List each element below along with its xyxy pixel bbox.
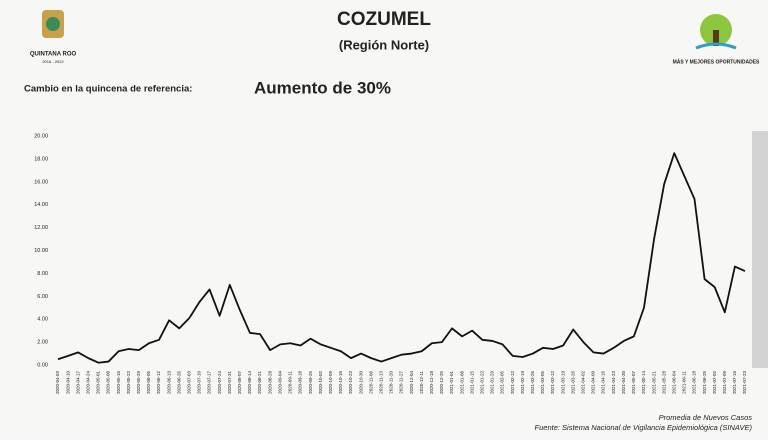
x-tick-label: 2020-08-07 (237, 371, 242, 395)
x-tick-label: 2020-09-18 (298, 371, 303, 395)
x-tick-label: 2020-06-12 (156, 371, 161, 395)
logo-right-text: MÁS Y MEJORES OPORTUNIDADES (673, 58, 760, 65)
x-tick-label: 2021-06-11 (682, 371, 687, 394)
subtitle: (Región Norte) (339, 37, 429, 52)
x-tick-label: 2020-09-04 (277, 371, 282, 395)
x-tick-label: 2020-08-21 (257, 371, 262, 395)
x-tick-label: 2021-07-23 (742, 371, 747, 395)
y-tick-label: 20.00 (34, 133, 48, 139)
x-tick-label: 2020-07-03 (187, 371, 192, 395)
y-tick-label: 2.00 (37, 340, 48, 346)
change-value: Aumento de 30% (254, 78, 391, 97)
change-label: Cambio en la quincena de referencia: (24, 84, 192, 95)
x-tick-label: 2021-04-30 (621, 371, 626, 395)
x-tick-label: 2020-11-13 (378, 371, 383, 394)
x-tick-label: 2020-10-23 (348, 371, 353, 395)
logo-left-text: QUINTANA ROO (30, 52, 77, 58)
title: COZUMEL (337, 9, 431, 30)
x-tick-label: 2020-12-04 (409, 371, 414, 395)
logo-left-years: 2016 - 2022 (42, 59, 64, 64)
y-tick-label: 12.00 (34, 225, 48, 231)
x-tick-label: 2020-06-26 (176, 371, 181, 395)
x-tick-label: 2020-09-25 (308, 371, 313, 395)
y-tick-label: 14.00 (34, 202, 48, 208)
x-tick-label: 2021-06-04 (671, 371, 676, 395)
x-tick-label: 2020-10-02 (318, 371, 323, 395)
x-tick-label: 2020-11-27 (399, 371, 404, 394)
x-tick-label: 2020-05-22 (126, 371, 131, 395)
x-tick-label: 2021-06-18 (692, 371, 697, 395)
x-tick-label: 2021-01-01 (449, 371, 454, 395)
x-tick-label: 2020-10-16 (338, 371, 343, 395)
source: Fuente: Sistema Nacional de Vigilancia E… (535, 423, 753, 432)
x-tick-label: 2021-07-02 (712, 371, 717, 395)
x-tick-label: 2021-05-28 (661, 371, 666, 395)
x-tick-label: 2020-10-09 (328, 371, 333, 395)
y-tick-label: 8.00 (37, 271, 48, 277)
plot: 0.00 2.00 4.00 6.00 8.00 10.00 12.00 14.00 16.00… (34, 133, 747, 394)
x-tick-label: 2021-01-15 (469, 371, 474, 395)
x-tick-label: 2021-02-12 (510, 371, 515, 395)
x-tick-label: 2020-11-06 (368, 371, 373, 394)
x-tick-label: 2021-04-09 (591, 371, 596, 395)
series-line (57, 152, 746, 364)
x-tick-label: 2021-04-16 (601, 371, 606, 395)
x-tick-label: 2020-04-03 (55, 371, 60, 395)
x-tick-label: 2021-01-22 (480, 371, 485, 395)
logo-right (695, 14, 737, 50)
x-tick-label: 2021-02-05 (500, 371, 505, 395)
x-tick-label: 2020-10-30 (358, 371, 363, 395)
x-tick-label: 2020-05-29 (136, 371, 141, 395)
x-tick-label: 2020-04-10 (65, 371, 70, 395)
x-tick-label: 2021-02-26 (530, 371, 535, 395)
x-tick-label: 2020-12-18 (429, 371, 434, 395)
x-tick-label: 2021-06-25 (702, 371, 707, 395)
x-tick-label: 2020-12-11 (419, 371, 424, 394)
x-tick-label: 2021-04-23 (611, 371, 616, 395)
y-tick-label: 0.00 (37, 362, 48, 368)
x-tick-label: 2020-06-19 (166, 371, 171, 395)
x-tick-label: 2021-03-19 (560, 371, 565, 395)
x-tick-label: 2021-03-12 (550, 371, 555, 395)
x-tick-label: 2020-04-17 (75, 371, 80, 395)
x-tick-label: 2021-03-26 (570, 371, 575, 395)
logo-left (42, 10, 64, 38)
x-tick-label: 2020-07-31 (227, 371, 232, 395)
x-tick-label: 2020-09-11 (288, 371, 293, 394)
x-tick-label: 2021-02-19 (520, 371, 525, 395)
x-tick-label: 2020-05-01 (96, 371, 101, 395)
y-tick-label: 6.00 (37, 294, 48, 300)
x-tick-label: 2020-07-10 (197, 371, 202, 395)
x-tick-label: 2021-05-14 (641, 371, 646, 395)
x-tick-label: 2021-05-21 (651, 371, 656, 395)
x-tick-label: 2020-08-14 (247, 371, 252, 395)
x-tick-label: 2020-07-24 (217, 371, 222, 395)
x-tick-label: 2020-12-25 (439, 371, 444, 395)
y-tick-label: 10.00 (34, 248, 48, 254)
x-tick-label: 2021-01-29 (490, 371, 495, 395)
x-tick-label: 2020-04-24 (85, 371, 90, 395)
x-tick-label: 2020-08-28 (267, 371, 272, 395)
x-tick-label: 2021-03-05 (540, 371, 545, 395)
x-tick-label: 2021-05-07 (631, 371, 636, 395)
x-tick-label: 2021-07-09 (722, 371, 727, 395)
x-tick-label: 2020-05-15 (116, 371, 121, 395)
x-tick-label: 2020-05-08 (106, 371, 111, 395)
y-tick-label: 16.00 (34, 179, 48, 185)
x-tick-label: 2021-01-08 (459, 371, 464, 395)
y-tick-label: 18.00 (34, 156, 48, 162)
x-tick-label: 2020-07-17 (207, 371, 212, 395)
x-tick-label: 2021-04-02 (581, 371, 586, 395)
x-tick-label: 2020-11-20 (389, 371, 394, 394)
x-tick-label: 2020-06-05 (146, 371, 151, 395)
y-tick-label: 4.00 (37, 317, 48, 323)
highlight-band (752, 131, 768, 368)
x-tick-label: 2021-07-16 (732, 371, 737, 395)
series-note: Promedia de Nuevos Casos (659, 413, 753, 422)
